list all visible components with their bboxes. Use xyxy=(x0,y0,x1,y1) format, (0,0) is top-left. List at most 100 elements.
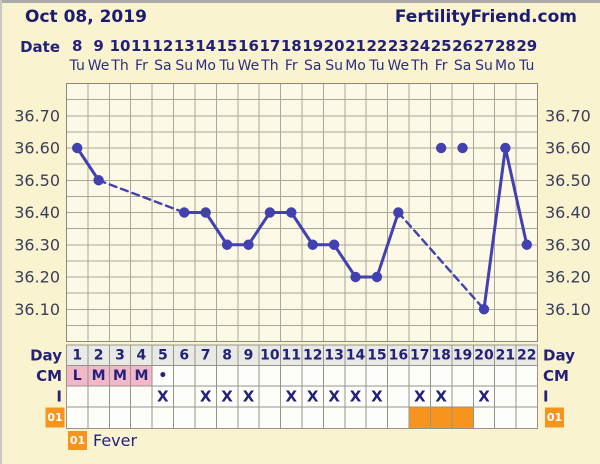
temp-point-day-9[interactable] xyxy=(243,239,254,250)
temp-point-day-22[interactable] xyxy=(521,239,532,250)
i-cell-day-19[interactable] xyxy=(451,385,474,408)
cm-cell-day-14[interactable] xyxy=(344,365,367,387)
fever-cell-day-10[interactable] xyxy=(258,406,282,429)
cm-cell-day-20[interactable] xyxy=(472,365,496,387)
cm-cell-day-19[interactable] xyxy=(451,365,474,387)
fever-cell-day-4[interactable] xyxy=(130,406,153,429)
cm-cell-day-8[interactable] xyxy=(215,365,239,387)
cm-cell-day-22[interactable] xyxy=(515,365,538,387)
temp-point-day-6[interactable] xyxy=(179,207,190,218)
intercourse-mark: X xyxy=(328,388,340,406)
cm-cell-day-18[interactable] xyxy=(429,365,453,387)
weekday-label: Tu xyxy=(368,58,384,74)
fever-cell-day-16[interactable] xyxy=(387,406,410,429)
cm-value: M xyxy=(113,368,127,384)
weekday-label: Th xyxy=(260,58,278,74)
fever-cell-day-22[interactable] xyxy=(515,406,538,429)
fever-cell-day-19[interactable] xyxy=(451,406,474,429)
fever-cell-day-13[interactable] xyxy=(322,406,346,429)
day-number: 15 xyxy=(367,347,386,363)
temp-point-day-12[interactable] xyxy=(307,239,318,250)
day-number: 19 xyxy=(453,347,472,363)
cm-cell-day-11[interactable] xyxy=(280,365,303,387)
temp-point-day-8[interactable] xyxy=(221,239,233,250)
cm-cell-day-15[interactable] xyxy=(365,365,389,387)
date-number: 28 xyxy=(495,37,516,55)
cm-value: L xyxy=(73,368,82,384)
fever-cell-day-12[interactable] xyxy=(301,406,324,429)
cm-cell-day-17[interactable] xyxy=(408,365,431,387)
date-number: 23 xyxy=(388,37,409,55)
day-number: 10 xyxy=(260,347,280,363)
temp-point-day-2[interactable] xyxy=(93,175,104,186)
y-tick-right: 36.10 xyxy=(545,300,591,319)
fever-cell-day-1[interactable] xyxy=(66,406,89,429)
i-cell-day-21[interactable] xyxy=(494,385,517,408)
fever-cell-day-3[interactable] xyxy=(108,406,132,429)
i-cell-day-2[interactable] xyxy=(87,385,110,408)
temp-point-day-21[interactable] xyxy=(500,142,511,154)
y-tick-right: 36.20 xyxy=(545,268,591,287)
date-number: 20 xyxy=(324,37,345,55)
fever-cell-day-17[interactable] xyxy=(408,406,431,429)
cm-cell-day-16[interactable] xyxy=(387,365,410,387)
date-number: 19 xyxy=(302,37,323,55)
temp-point-day-15[interactable] xyxy=(371,271,383,283)
i-cell-day-22[interactable] xyxy=(515,385,538,408)
temp-point-day-16[interactable] xyxy=(393,207,404,218)
fever-cell-day-18[interactable] xyxy=(429,406,453,429)
intercourse-mark: X xyxy=(435,388,447,406)
fever-cell-day-14[interactable] xyxy=(344,406,367,429)
y-tick-left: 36.30 xyxy=(14,235,60,254)
fever-cell-day-2[interactable] xyxy=(87,406,110,429)
cm-cell-day-9[interactable] xyxy=(237,365,260,387)
temp-point-day-10[interactable] xyxy=(264,207,276,218)
cm-cell-day-7[interactable] xyxy=(194,365,217,387)
date-number: 12 xyxy=(152,37,173,55)
weekday-label: Tu xyxy=(69,58,85,74)
y-tick-left: 36.60 xyxy=(14,139,60,158)
weekday-label: Mo xyxy=(345,58,366,74)
temp-segment-dashed xyxy=(97,179,186,214)
fever-cell-day-21[interactable] xyxy=(494,406,517,429)
weekday-label: Tu xyxy=(218,58,234,74)
i-cell-day-6[interactable] xyxy=(173,385,196,408)
temp-point-day-13[interactable] xyxy=(328,239,340,250)
y-tick-right: 36.30 xyxy=(545,235,591,254)
fever-cell-day-5[interactable] xyxy=(151,406,175,429)
i-cell-day-10[interactable] xyxy=(258,385,282,408)
weekday-label: Mo xyxy=(195,58,216,74)
cm-cell-day-12[interactable] xyxy=(301,365,324,387)
day-number: 16 xyxy=(389,347,408,363)
fever-cell-day-20[interactable] xyxy=(472,406,496,429)
fever-cell-day-8[interactable] xyxy=(215,406,239,429)
cm-cell-day-13[interactable] xyxy=(322,365,346,387)
temp-point-day-19[interactable] xyxy=(457,142,468,154)
day-number: 6 xyxy=(179,347,189,363)
temp-point-day-7[interactable] xyxy=(200,207,211,218)
intercourse-mark: X xyxy=(157,388,169,406)
temp-point-day-18[interactable] xyxy=(435,142,447,154)
weekday-label: Sa xyxy=(154,58,171,74)
i-cell-day-3[interactable] xyxy=(108,385,132,408)
fever-row-badge-left xyxy=(45,407,65,428)
temp-point-day-1[interactable] xyxy=(72,142,83,154)
fever-cell-day-7[interactable] xyxy=(194,406,217,429)
temp-point-day-14[interactable] xyxy=(350,271,361,283)
temp-point-day-11[interactable] xyxy=(286,207,297,218)
temp-point-day-20[interactable] xyxy=(478,304,490,315)
cm-cell-day-21[interactable] xyxy=(494,365,517,387)
weekday-label: Th xyxy=(110,58,128,74)
fever-cell-day-11[interactable] xyxy=(280,406,303,429)
cm-cell-day-6[interactable] xyxy=(173,365,196,387)
weekday-label: We xyxy=(388,58,410,74)
weekday-label: Fr xyxy=(435,58,448,74)
fever-cell-day-9[interactable] xyxy=(237,406,260,429)
i-cell-day-1[interactable] xyxy=(66,385,89,408)
intercourse-mark: X xyxy=(307,388,319,406)
fever-cell-day-15[interactable] xyxy=(365,406,389,429)
i-cell-day-16[interactable] xyxy=(387,385,410,408)
i-cell-day-4[interactable] xyxy=(130,385,153,408)
cm-cell-day-10[interactable] xyxy=(258,365,282,387)
fever-cell-day-6[interactable] xyxy=(173,406,196,429)
